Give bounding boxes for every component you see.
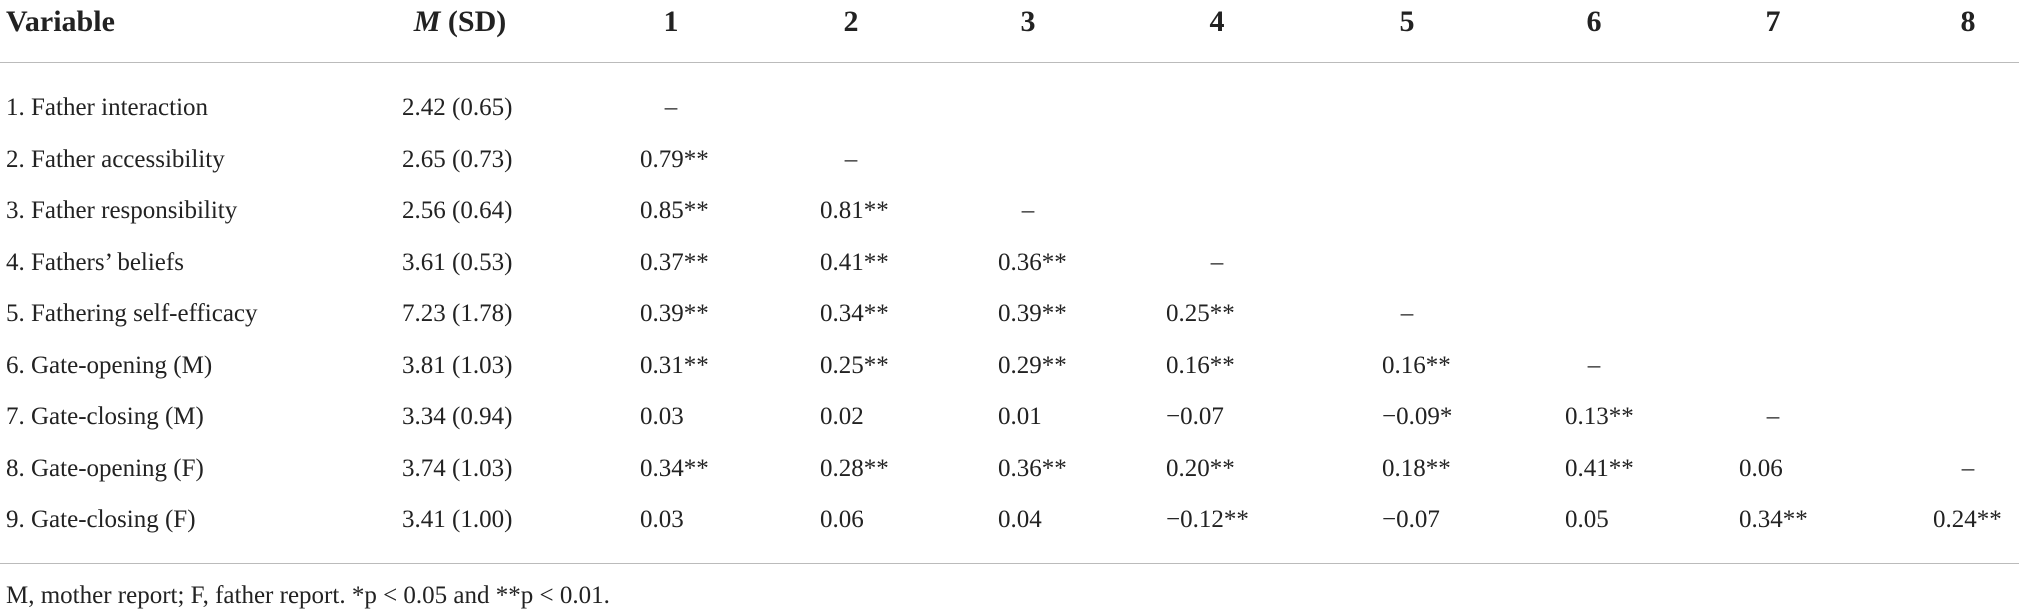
correlation: 0.16** (1382, 351, 1451, 379)
column-header: 6 (1586, 5, 1602, 38)
correlation: 0.39** (998, 300, 1067, 327)
mean-sd: 7.23 (1.78) (402, 300, 513, 327)
row-label: 2. Father accessibility (6, 145, 225, 173)
correlation: 0.06 (1739, 454, 1783, 482)
row-label: 4. Fathers’ beliefs (6, 248, 184, 276)
column-header: 8 (1960, 5, 1976, 38)
mean-sd: 3.41 (1.00) (402, 506, 513, 533)
diagonal-dash: – (844, 145, 858, 173)
correlation: 0.24** (1933, 506, 2002, 533)
correlation: 0.05 (1565, 506, 1609, 533)
correlation: 0.28** (820, 454, 889, 482)
correlation: 0.41** (1565, 454, 1634, 482)
row-label: 3. Father responsibility (6, 197, 238, 224)
correlation: 0.04 (998, 506, 1042, 533)
column-header: M (SD) (414, 7, 507, 37)
correlation: −0.09* (1382, 403, 1453, 430)
column-header: 4 (1209, 5, 1225, 38)
header-rule (0, 62, 2019, 63)
diagonal-dash: – (1400, 300, 1414, 327)
mean-sd: 3.74 (1.03) (402, 454, 513, 482)
diagonal-dash: – (1961, 454, 1975, 482)
mean-sd: 2.42 (0.65) (402, 94, 513, 121)
column-header: 1 (663, 5, 679, 38)
correlation: 0.13** (1565, 403, 1634, 430)
correlation: 0.01 (998, 403, 1042, 430)
correlation: 0.85** (640, 197, 709, 224)
correlation: 0.03 (640, 403, 684, 430)
header-text: (SD) (440, 5, 507, 38)
diagonal-dash: – (664, 94, 678, 121)
correlation: 0.34** (1739, 506, 1808, 533)
correlation: 0.29** (998, 351, 1067, 379)
mean-sd: 3.34 (0.94) (402, 403, 513, 430)
correlation: −0.07 (1166, 403, 1224, 430)
correlation: 0.81** (820, 197, 889, 224)
correlation: 0.18** (1382, 454, 1451, 482)
column-header: Variable (6, 5, 115, 38)
correlation: 0.31** (640, 351, 709, 379)
header-italic: M (413, 5, 441, 38)
correlation: 0.02 (820, 403, 864, 430)
diagonal-dash: – (1587, 351, 1601, 379)
row-label: 7. Gate-closing (M) (6, 403, 204, 430)
correlation: 0.79** (640, 145, 709, 173)
correlation: 0.20** (1166, 454, 1235, 482)
correlation: 0.06 (820, 506, 864, 533)
column-header: 2 (843, 5, 859, 38)
mean-sd: 3.81 (1.03) (402, 351, 513, 379)
mean-sd: 2.65 (0.73) (402, 145, 513, 173)
correlation: 0.16** (1166, 351, 1235, 379)
row-label: 8. Gate-opening (F) (6, 454, 204, 482)
correlation: 0.37** (640, 248, 709, 276)
mean-sd: 3.61 (0.53) (402, 248, 513, 276)
correlation: 0.34** (820, 300, 889, 327)
row-label: 5. Fathering self-efficacy (6, 300, 258, 327)
correlation: 0.25** (1166, 300, 1235, 327)
diagonal-dash: – (1766, 403, 1780, 430)
diagonal-dash: – (1210, 248, 1224, 276)
correlation: −0.07 (1382, 506, 1440, 533)
row-label: 1. Father interaction (6, 94, 209, 121)
column-header: 7 (1765, 5, 1781, 38)
correlation: 0.36** (998, 454, 1067, 482)
correlation: 0.34** (640, 454, 709, 482)
footnote: M, mother report; F, father report. *p <… (6, 582, 610, 609)
correlation: 0.03 (640, 506, 684, 533)
footer-rule (0, 563, 2019, 564)
row-label: 9. Gate-closing (F) (6, 506, 196, 533)
row-label: 6. Gate-opening (M) (6, 351, 213, 379)
diagonal-dash: – (1021, 197, 1035, 224)
correlation: 0.25** (820, 351, 889, 379)
correlation: 0.36** (998, 248, 1067, 276)
correlation: −0.12** (1166, 506, 1249, 533)
column-header: 5 (1399, 5, 1415, 38)
mean-sd: 2.56 (0.64) (402, 197, 513, 224)
correlation: 0.39** (640, 300, 709, 327)
column-header: 3 (1020, 5, 1036, 38)
correlation: 0.41** (820, 248, 889, 276)
